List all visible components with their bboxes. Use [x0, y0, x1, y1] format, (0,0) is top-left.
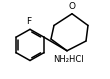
- Text: NH₂HCl: NH₂HCl: [53, 55, 83, 64]
- Text: F: F: [26, 17, 32, 26]
- Text: O: O: [69, 2, 75, 11]
